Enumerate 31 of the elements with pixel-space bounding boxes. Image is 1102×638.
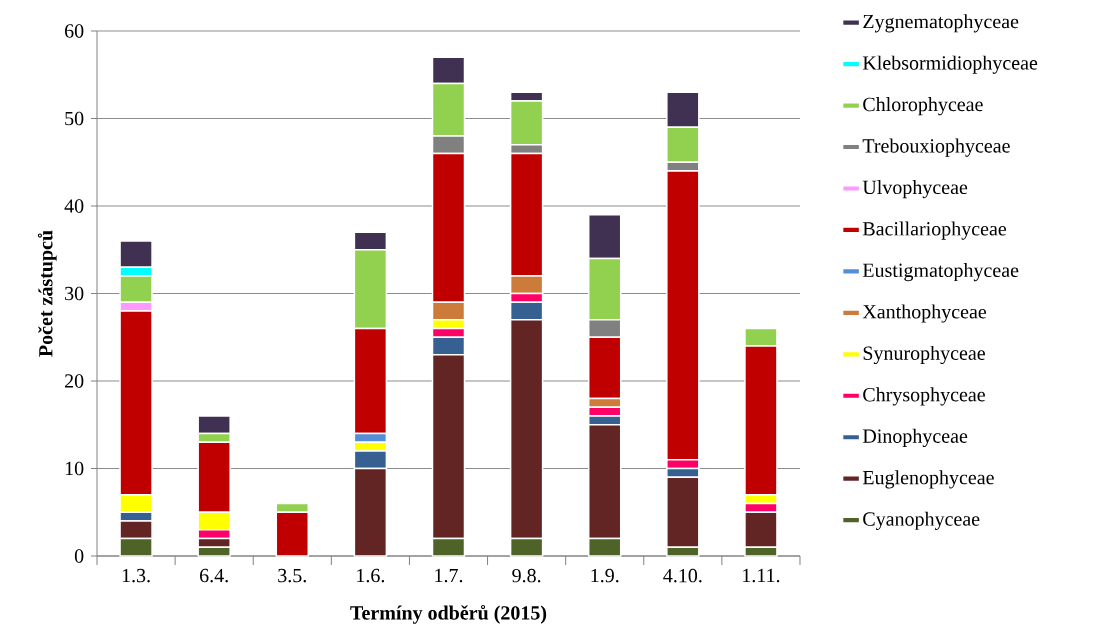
x-tick-label: 1.7. bbox=[435, 568, 463, 583]
legend-label: Bacillariophyceae bbox=[862, 221, 1007, 240]
legend-label: Dinophyceae bbox=[862, 428, 968, 447]
legend-label: Zygnematophyceae bbox=[863, 14, 1019, 33]
y-axis-title: Počet zástupců bbox=[37, 230, 57, 357]
y-tick-label: 30 bbox=[65, 286, 84, 301]
x-tick-label: 6.4. bbox=[200, 568, 228, 583]
legend-label: Ulvophyceae bbox=[862, 180, 968, 199]
legend-label: Chrysophyceae bbox=[863, 387, 985, 406]
x-tick-label: 4.10. bbox=[663, 568, 702, 583]
legend-label: Cyanophyceae bbox=[863, 511, 980, 530]
y-tick-label: 0 bbox=[74, 549, 84, 563]
legend-label: Klebsormidiophyceae bbox=[862, 55, 1038, 74]
x-tick-label: 9.8. bbox=[512, 568, 541, 583]
x-tick-label: 3.5. bbox=[278, 568, 306, 583]
y-tick-label: 40 bbox=[64, 199, 84, 213]
x-tick-label: 1.9. bbox=[591, 568, 619, 583]
y-tick-label: 10 bbox=[65, 461, 84, 476]
legend-label: Xanthophyceae bbox=[862, 304, 987, 323]
x-tick-label: 1.6. bbox=[357, 568, 385, 583]
legend-label: Synurophyceae bbox=[863, 345, 985, 365]
x-tick-label: 1.3. bbox=[122, 568, 150, 583]
y-tick-label: 60 bbox=[64, 24, 84, 38]
x-axis-title: Termíny odběrů (2015) bbox=[350, 604, 547, 624]
legend-label: Trebouxiophyceae bbox=[862, 138, 1010, 157]
legend-label: Eustigmatophyceae bbox=[862, 262, 1019, 282]
x-tick-label: 1.11. bbox=[743, 568, 780, 583]
y-tick-label: 50 bbox=[65, 111, 84, 126]
legend-label: Euglenophyceae bbox=[862, 470, 994, 489]
legend-label: Chlorophyceae bbox=[863, 97, 983, 116]
y-tick-label: 20 bbox=[65, 374, 84, 388]
